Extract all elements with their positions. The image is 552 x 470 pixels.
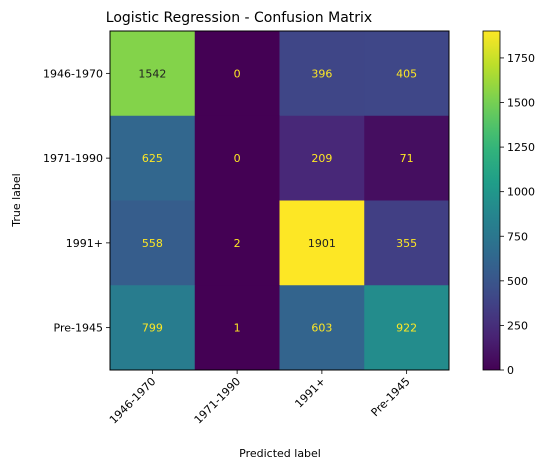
cell-value-label: 625	[142, 152, 163, 165]
heatmap-cell	[279, 200, 365, 286]
colorbar-tick-label: 1000	[507, 186, 535, 199]
x-tick-label: Pre-1945	[369, 375, 413, 419]
heatmap-cell	[110, 200, 196, 286]
heatmap-cell	[194, 31, 280, 117]
colorbar-ticks: 0 250 500 750 1000 1250 1500 1750	[500, 52, 535, 377]
cell-value-label: 603	[311, 322, 332, 335]
x-axis-ticks: 1946-1970 1971-1990 1991+ Pre-1945	[107, 370, 413, 427]
cell-value-label: 209	[311, 152, 332, 165]
cell-value-label: 1542	[138, 67, 166, 80]
cell-value-label: 396	[311, 67, 332, 80]
colorbar-tick-label: 750	[507, 230, 528, 243]
cell-value-label: 355	[396, 237, 417, 250]
colorbar-tick-label: 1250	[507, 141, 535, 154]
chart-title: Logistic Regression - Confusion Matrix	[106, 10, 372, 26]
y-tick-label: 1991+	[66, 237, 103, 250]
heatmap-cell	[364, 285, 450, 371]
cell-value-label: 799	[142, 322, 163, 335]
heatmap-cell	[110, 31, 196, 117]
y-axis-label: True label	[10, 173, 23, 227]
cell-value-label: 0	[234, 67, 241, 80]
colorbar-tick-label: 500	[507, 275, 528, 288]
heatmap-cell	[110, 115, 196, 201]
heatmap-cell	[110, 285, 196, 371]
cell-value-label: 558	[142, 237, 163, 250]
cell-value-label: 0	[234, 152, 241, 165]
colorbar-tick-label: 1500	[507, 97, 535, 110]
y-tick-label: 1971-1990	[43, 152, 103, 165]
x-tick-label: 1946-1970	[107, 375, 159, 427]
cell-value-label: 1901	[308, 237, 336, 250]
colorbar-tick-label: 250	[507, 319, 528, 332]
heatmap-cell	[279, 285, 365, 371]
heatmap-cell	[364, 115, 450, 201]
heatmap-cell	[194, 115, 280, 201]
cell-value-label: 922	[396, 322, 417, 335]
cell-value-label: 2	[234, 237, 241, 250]
y-tick-label: 1946-1970	[43, 67, 103, 80]
cell-value-label: 71	[400, 152, 414, 165]
colorbar	[482, 30, 501, 371]
colorbar-tick-label: 0	[507, 364, 514, 377]
cell-value-label: 405	[396, 67, 417, 80]
heatmap-cell	[194, 285, 280, 371]
y-tick-label: Pre-1945	[54, 322, 103, 335]
heatmap-cell	[279, 115, 365, 201]
heatmap-cell	[364, 200, 450, 286]
heatmap-cells: 1542 0 396 405 625 0 209 71 558 2 1901 355 799 1 603 92…	[110, 31, 450, 371]
heatmap-cell	[279, 31, 365, 117]
x-tick-label: 1991+	[292, 375, 328, 411]
x-axis-label: Predicted label	[239, 447, 321, 460]
y-axis-ticks: 1946-1970 1971-1990 1991+ Pre-1945	[43, 67, 110, 335]
heatmap-cell	[364, 31, 450, 117]
colorbar-tick-label: 1750	[507, 52, 535, 65]
heatmap-cell	[194, 200, 280, 286]
plot-frame	[109, 30, 450, 371]
x-tick-label: 1971-1990	[192, 375, 244, 427]
cell-value-label: 1	[234, 322, 241, 335]
